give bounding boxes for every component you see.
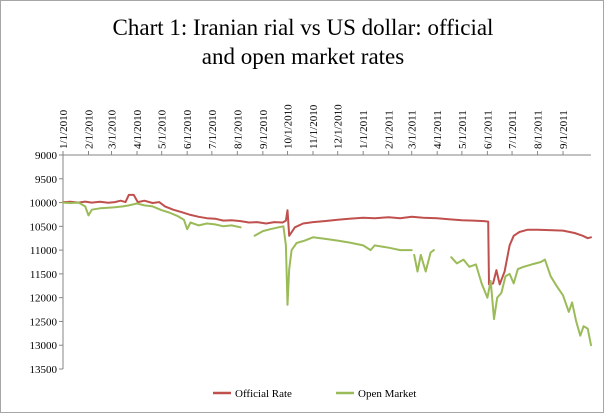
y-tick-label: 11000 [30,245,58,257]
x-tick-label: 5/1/2011 [457,110,469,149]
x-tick-label: 8/1/2011 [533,110,545,149]
x-tick-label: 6/1/2010 [182,109,194,149]
chart-title-line-2: and open market rates [202,44,404,69]
y-tick-label: 10000 [30,198,58,210]
x-tick-label: 11/1/2010 [308,104,320,149]
official-rate-line [62,193,592,286]
y-axis-tick-labels: 9000 9500 10000 10500 11000 11500 12000 12500 13… [30,150,58,376]
y-tick-label: 11500 [30,269,58,281]
y-tick-label: 9000 [35,150,58,162]
x-tick-label: 4/1/2011 [432,110,444,149]
open-market-line-segment-3 [450,256,592,347]
chart-title: Chart 1: Iranian rial vs US dollar: offi… [113,15,494,69]
y-tick-label: 9500 [35,174,58,186]
axes [59,151,591,370]
y-tick-label: 13500 [30,364,58,376]
x-tick-label: 4/1/2010 [132,109,144,149]
x-tick-label: 3/1/2010 [107,109,119,149]
open-market-line-segment-1 [253,225,413,306]
legend-label: Official Rate [235,388,292,400]
x-tick-label: 7/1/2010 [207,109,219,149]
open-market-line-segment-0 [62,201,242,231]
x-tick-label: 12/1/2010 [333,104,345,149]
y-tick-label: 12000 [30,293,58,305]
x-tick-label: 3/1/2011 [407,110,419,149]
y-tick-label: 10500 [30,221,58,233]
x-tick-label: 9/1/2010 [258,109,270,149]
x-tick-label: 2/1/2011 [384,110,396,149]
series-lines [62,193,592,347]
x-tick-label: 1/1/2010 [58,109,70,149]
x-tick-label: 10/1/2010 [283,104,295,149]
x-tick-label: 6/1/2011 [482,110,494,149]
x-axis-tick-labels: 1/1/2010 2/1/2010 3/1/2010 4/1/2010 5/1/2010… [58,104,570,149]
x-tick-label: 2/1/2010 [83,109,95,149]
x-tick-label: 5/1/2010 [157,109,169,149]
y-tick-label: 12500 [30,316,58,328]
y-tick-label: 13000 [30,340,58,352]
x-tick-label: 1/1/2011 [358,110,370,149]
legend: Official Rate Open Market [213,388,416,400]
legend-label: Open Market [358,388,416,400]
x-tick-label: 9/1/2011 [558,110,570,149]
x-tick-label: 7/1/2011 [507,110,519,149]
x-tick-label: 8/1/2010 [232,109,244,149]
chart-title-line-1: Chart 1: Iranian rial vs US dollar: offi… [113,15,494,40]
open-market-line-segment-2 [413,249,435,273]
